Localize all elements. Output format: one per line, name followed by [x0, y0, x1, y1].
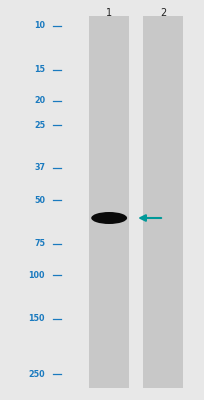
Text: 10: 10 [34, 22, 45, 30]
Bar [143, 16, 183, 388]
Text: 50: 50 [34, 196, 45, 205]
Bar [89, 16, 129, 388]
Text: 20: 20 [34, 96, 45, 106]
Text: 37: 37 [34, 163, 45, 172]
Text: 100: 100 [29, 271, 45, 280]
Text: 2: 2 [159, 8, 165, 18]
Text: 25: 25 [34, 121, 45, 130]
Ellipse shape [91, 212, 126, 224]
Text: 150: 150 [29, 314, 45, 324]
Text: 75: 75 [34, 240, 45, 248]
Text: 15: 15 [34, 65, 45, 74]
Text: 1: 1 [105, 8, 111, 18]
Text: 250: 250 [28, 370, 45, 379]
